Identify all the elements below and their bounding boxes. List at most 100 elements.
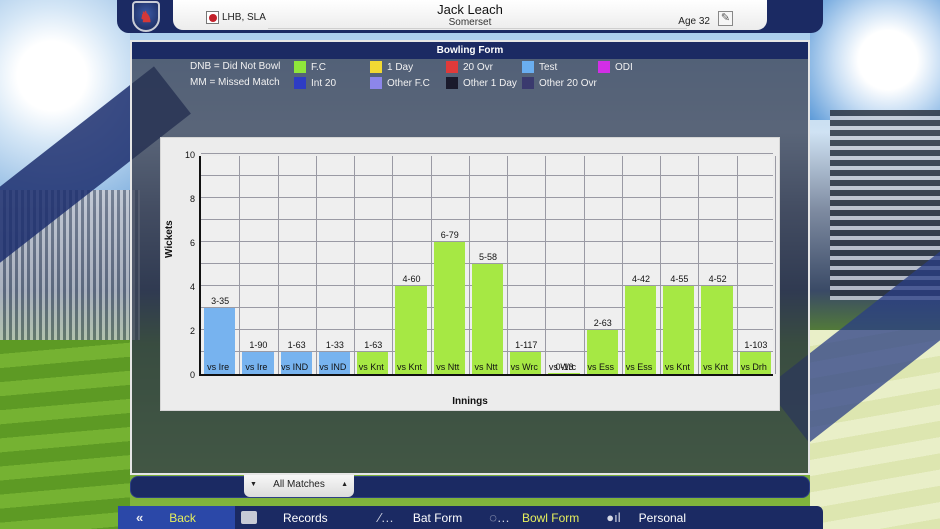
legend-item: 1 Day [370, 59, 446, 75]
x-tick-label: vs Knt [664, 362, 690, 372]
next-option-icon[interactable]: ▲ [341, 481, 348, 488]
gridline [698, 156, 700, 374]
x-tick-label: vs IND [281, 362, 309, 372]
legend-label: Other F.C [387, 77, 430, 89]
background-sky-right [810, 0, 940, 120]
bar[interactable] [318, 352, 351, 374]
personal-tab[interactable]: ●ıl Personal [579, 506, 686, 529]
bowling-form-chart: Wickets 0 2 4 6 8 10 3-35 1-90 1-63 1-33 1-63 4-60… [160, 137, 780, 411]
bar[interactable] [395, 286, 427, 374]
bar-group: 4-55 [660, 154, 698, 374]
bat-form-tab[interactable]: ⁄… Bat Form [328, 506, 463, 529]
gridline [201, 175, 773, 176]
bar[interactable] [739, 352, 771, 374]
bar[interactable] [242, 352, 274, 374]
match-type-value: All Matches [273, 479, 325, 490]
legend-label: 20 Ovr [463, 61, 494, 73]
bar-value-label: 1-63 [287, 340, 306, 350]
bar[interactable] [471, 264, 504, 374]
bar[interactable] [663, 286, 695, 374]
gridline [277, 156, 279, 374]
legend-notes: DNB = Did Not Bowl MM = Missed Match [190, 59, 280, 91]
legend-label: Int 20 [311, 77, 337, 89]
bottom-navigation: « Back Records ⁄… Bat Form ◌… Bowl Form … [118, 506, 823, 529]
legend-item: Other F.C [370, 75, 446, 91]
bar-value-label: 3-35 [211, 296, 230, 306]
bar[interactable] [624, 286, 657, 374]
legend-swatch-icon [370, 77, 382, 89]
bar-value-label: 4-55 [670, 274, 689, 284]
bar[interactable] [433, 242, 465, 374]
bar[interactable] [280, 352, 312, 374]
cricket-ball-icon [206, 11, 219, 24]
back-button[interactable]: « Back [118, 506, 235, 529]
bar[interactable] [586, 330, 618, 374]
gridline [392, 156, 394, 374]
y-tick-label: 10 [184, 150, 195, 160]
legend-label: ODI [615, 61, 633, 73]
bat-form-label: Bat Form [412, 510, 463, 525]
bar-value-label: 1-33 [325, 340, 344, 350]
player-info-card: LHB, SLA Jack Leach Somerset Age 32 ✎ [173, 0, 767, 30]
legend-item: Other 20 Ovr [522, 75, 598, 91]
x-tick-label: vs Drh [740, 362, 767, 372]
bar-group: 5-58 [469, 154, 507, 374]
legend-swatch-icon [370, 61, 382, 73]
bar-group: 0-13 [545, 154, 583, 374]
player-style: LHB, SLA [206, 11, 266, 24]
team-crest-icon: ♞ [132, 1, 160, 32]
x-tick-label: vs Knt [396, 362, 422, 372]
bar[interactable] [701, 286, 733, 374]
gridline [239, 156, 241, 374]
gridline [201, 241, 773, 242]
x-tick-label: vs Knt [703, 362, 729, 372]
bar-group: 1-63 [278, 154, 316, 374]
legend-swatch-icon [522, 61, 534, 73]
gridline [621, 156, 623, 374]
bar[interactable] [204, 308, 236, 374]
bar-group: 4-60 [392, 154, 430, 374]
bar[interactable] [510, 352, 542, 374]
legend-swatch-icon [446, 77, 458, 89]
filter-bar: ▼ All Matches ▲ [130, 475, 810, 498]
records-tab[interactable]: Records [235, 506, 328, 529]
previous-option-icon[interactable]: ▼ [250, 481, 257, 488]
gridline [201, 153, 773, 154]
background-pitch-left [0, 340, 130, 529]
x-tick-label: vs Ntt [474, 362, 498, 372]
x-tick-label: vs Ess [587, 362, 615, 372]
legend-label: Test [539, 61, 558, 73]
bar-group: 1-117 [507, 154, 545, 374]
match-type-selector[interactable]: ▼ All Matches ▲ [244, 475, 354, 497]
ball-trajectory-icon: ◌… [489, 510, 510, 525]
legend-note-dnb: DNB = Did Not Bowl [190, 61, 281, 72]
bar-value-label: 4-42 [632, 274, 651, 284]
bar[interactable] [357, 352, 389, 374]
plot-area: 3-35 1-90 1-63 1-33 1-63 4-60 6-79 5-58 1-117 0-1… [199, 153, 776, 376]
bar-value-label: 1-103 [744, 340, 768, 350]
bar-group: 1-90 [239, 154, 277, 374]
x-tick-label: vs IND [319, 362, 347, 372]
gridline [201, 219, 773, 220]
stats-icon: ●ıl [606, 510, 621, 525]
x-tick-label: vs Ntt [436, 362, 460, 372]
legend-swatch-icon [446, 61, 458, 73]
legend-swatch-icon [294, 77, 306, 89]
legend-item: Test [522, 59, 598, 75]
bar-group: 1-63 [354, 154, 392, 374]
x-tick-label: vs Ess [625, 362, 653, 372]
gridline [736, 156, 738, 374]
gridline [201, 263, 773, 264]
bar-value-label: 1-90 [249, 340, 268, 350]
bar-value-label: 0-13 [555, 362, 574, 372]
legend-item: 20 Ovr [446, 59, 522, 75]
legend-swatch-icon [598, 61, 610, 73]
bar-value-label: 5-58 [478, 252, 497, 262]
bat-icon: ⁄… [378, 510, 394, 525]
y-tick-label: 2 [189, 326, 195, 336]
edit-pencil-icon[interactable]: ✎ [718, 11, 733, 26]
bar-group: 1-103 [737, 154, 775, 374]
bar[interactable] [548, 372, 580, 374]
gridline [775, 156, 776, 374]
bowl-form-tab[interactable]: ◌… Bowl Form [462, 506, 579, 529]
